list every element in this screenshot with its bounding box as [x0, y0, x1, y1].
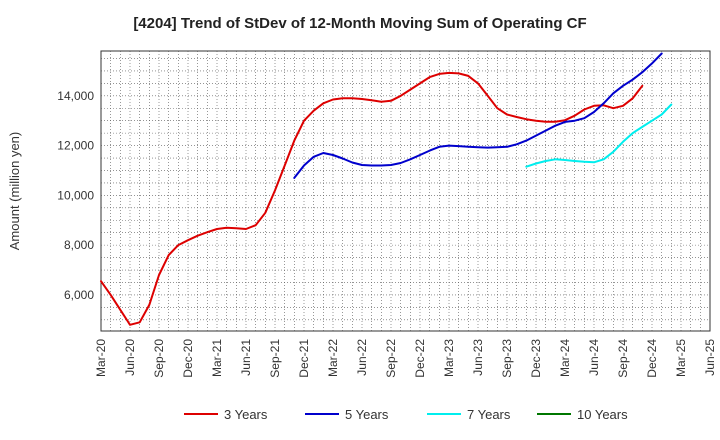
- x-tick-label: Jun-24: [587, 339, 601, 376]
- legend-label-7-years: 7 Years: [467, 407, 511, 422]
- grid-lines: [101, 51, 710, 331]
- y-tick-label: 14,000: [57, 89, 94, 103]
- x-tick-label: Dec-21: [297, 339, 311, 378]
- series-line-3-years: [100, 71, 644, 326]
- x-tick-label: Mar-20: [94, 339, 108, 377]
- y-tick-label: 12,000: [57, 139, 94, 153]
- series-line-7-years: [525, 103, 673, 168]
- x-tick-label: Jun-20: [123, 339, 137, 376]
- chart-title: [4204] Trend of StDev of 12-Month Moving…: [133, 15, 586, 32]
- x-tick-label: Sep-23: [500, 339, 514, 378]
- x-tick-label: Sep-22: [384, 339, 398, 378]
- x-tick-label: Jun-23: [471, 339, 485, 376]
- x-tick-label: Mar-24: [558, 339, 572, 377]
- x-tick-label: Mar-21: [210, 339, 224, 377]
- x-tick-label: Mar-22: [326, 339, 340, 377]
- legend: 3 Years 5 Years 7 Years 10 Years: [184, 407, 628, 422]
- x-tick-label: Jun-21: [239, 339, 253, 376]
- x-tick-label: Jun-25: [703, 339, 717, 376]
- legend-label-5-years: 5 Years: [345, 407, 389, 422]
- series-line-5-years: [293, 52, 663, 179]
- x-tick-label: Sep-24: [616, 339, 630, 378]
- x-tick-label: Mar-25: [674, 339, 688, 377]
- x-tick-label: Sep-20: [152, 339, 166, 378]
- x-tick-label: Mar-23: [442, 339, 456, 377]
- x-tick-label: Jun-22: [355, 339, 369, 376]
- legend-label-3-years: 3 Years: [224, 407, 268, 422]
- x-tick-label: Dec-22: [413, 339, 427, 378]
- x-tick-labels: Mar-20 Jun-20 Sep-20 Dec-20 Mar-21 Jun-21 Sep-…: [94, 339, 717, 378]
- x-tick-label: Sep-21: [268, 339, 282, 378]
- x-tick-label: Dec-24: [645, 339, 659, 378]
- x-tick-label: Dec-23: [529, 339, 543, 378]
- y-axis-label: Amount (million yen): [7, 132, 22, 251]
- series-layer: [100, 52, 673, 326]
- y-tick-labels: 6,000 8,000 10,000 12,000 14,000: [57, 89, 94, 302]
- y-tick-label: 6,000: [64, 288, 94, 302]
- y-tick-label: 8,000: [64, 238, 94, 252]
- y-tick-label: 10,000: [57, 188, 94, 202]
- x-tick-label: Dec-20: [181, 339, 195, 378]
- legend-label-10-years: 10 Years: [577, 407, 628, 422]
